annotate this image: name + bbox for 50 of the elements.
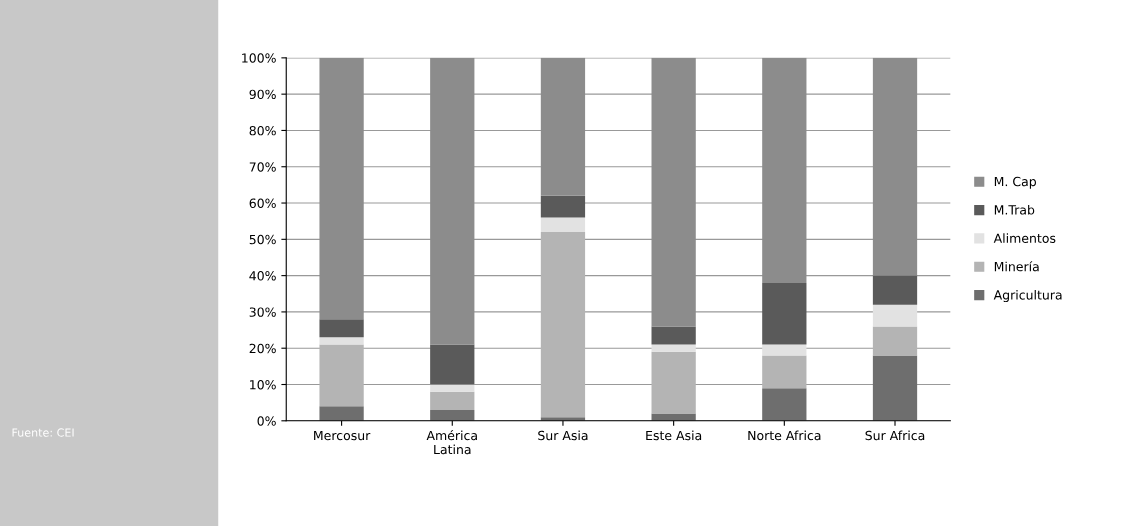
- bar: [319, 406, 364, 421]
- bar: [762, 388, 807, 421]
- legend-label: M. Cap: [994, 176, 1036, 189]
- y-tick-label: 20%: [249, 343, 276, 354]
- bar: [540, 57, 586, 196]
- x-tick-label: Este Asia: [646, 430, 702, 441]
- bar: [651, 326, 696, 345]
- bar: [430, 57, 475, 345]
- legend-label: Agricultura: [993, 289, 1062, 303]
- bar: [872, 355, 918, 421]
- bar: [762, 282, 807, 345]
- bar: [319, 57, 364, 320]
- bar: [651, 351, 696, 414]
- y-tick-label: 60%: [249, 198, 276, 208]
- bar: [430, 409, 475, 421]
- y-tick-label: 10%: [250, 379, 276, 390]
- bar: [540, 232, 586, 418]
- y-tick-label: 70%: [249, 162, 276, 172]
- y-tick-label: 30%: [249, 307, 276, 317]
- y-tick-label: 100%: [242, 53, 276, 63]
- bar: [762, 57, 807, 283]
- bar: [872, 57, 918, 276]
- bar: [319, 337, 364, 345]
- bar: [540, 195, 586, 218]
- bar: [651, 344, 696, 352]
- bar: [430, 384, 475, 392]
- x-tick-label: Sur Africa: [865, 430, 925, 441]
- legend-label: M.Trab: [994, 204, 1035, 215]
- y-tick-label: 90%: [249, 89, 276, 100]
- bar: [430, 344, 475, 385]
- bar: [872, 304, 918, 327]
- y-tick-label: 80%: [249, 125, 276, 136]
- y-tick-label: 0%: [257, 416, 276, 426]
- bar: [872, 275, 918, 305]
- x-tick-label: Norte Africa: [748, 430, 821, 441]
- bar: [762, 355, 807, 389]
- x-tick-label: Sur Asia: [538, 430, 588, 441]
- legend-label: Alimentos: [993, 233, 1056, 243]
- legend-label: Minería: [994, 261, 1039, 272]
- bar: [319, 344, 364, 407]
- bar: [540, 217, 586, 233]
- x-tick-label: América Latina: [426, 430, 477, 455]
- bar: [762, 344, 807, 356]
- y-tick-label: 40%: [249, 271, 276, 281]
- y-tick-label: 50%: [249, 234, 276, 245]
- bar: [430, 391, 475, 410]
- bar: [872, 326, 918, 356]
- x-tick-label: Mercosur: [314, 430, 371, 441]
- bar: [651, 57, 696, 327]
- bar: [319, 319, 364, 338]
